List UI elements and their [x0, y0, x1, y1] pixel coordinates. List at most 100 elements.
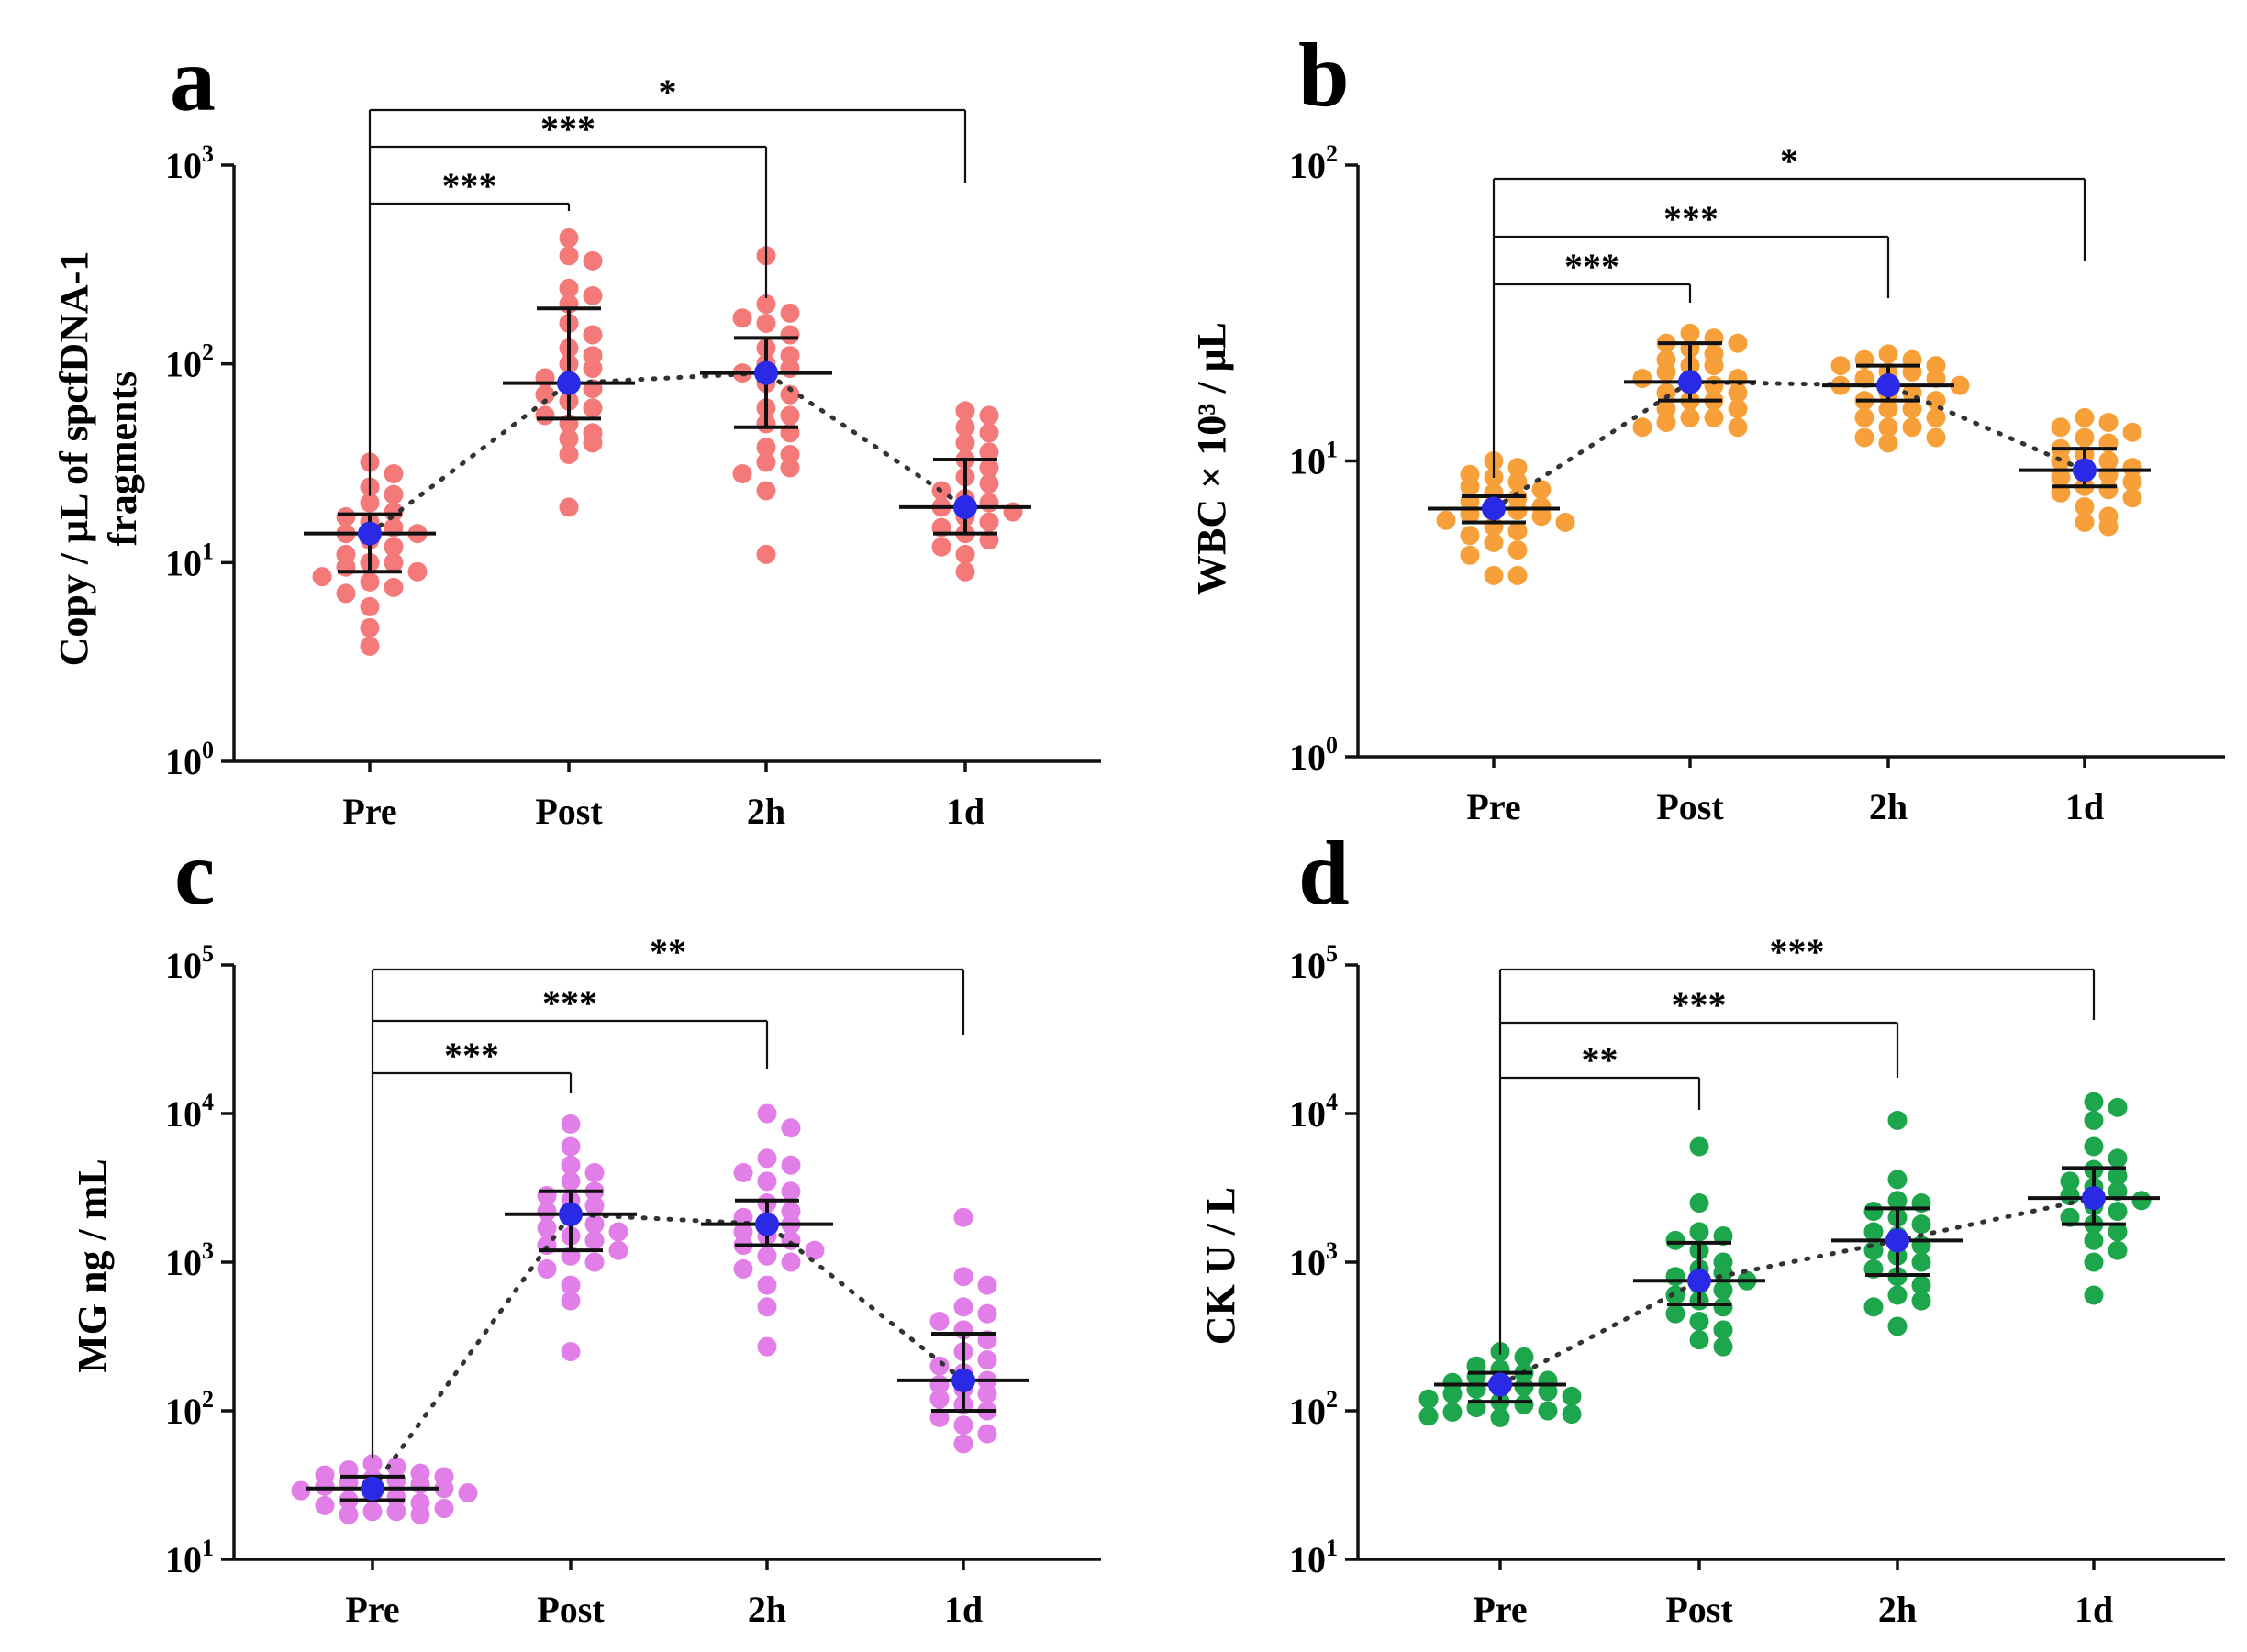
mean-point [754, 360, 778, 385]
data-point [780, 384, 800, 405]
data-point [537, 1218, 557, 1238]
x-tick-label: Post [1656, 786, 1724, 827]
data-point [1514, 1394, 1534, 1414]
mean-point [2073, 458, 2097, 482]
data-point [757, 1148, 777, 1169]
data-point [977, 1275, 997, 1295]
data-point [2108, 1222, 2128, 1242]
data-point [1887, 1285, 1908, 1305]
data-point [1878, 417, 1898, 438]
data-point [780, 458, 800, 478]
data-point [312, 567, 332, 587]
significance-label: *** [542, 982, 597, 1024]
x-tick-label: Post [535, 791, 603, 832]
x-tick-label: 2h [748, 1589, 786, 1630]
data-point [757, 1275, 777, 1295]
significance-bracket: *** [373, 982, 769, 1069]
data-point [1555, 512, 1575, 532]
data-point [781, 1155, 801, 1175]
x-tick-label: Post [537, 1589, 605, 1630]
data-point [386, 1488, 406, 1508]
mean-point [557, 371, 581, 395]
data-point [2098, 480, 2119, 500]
data-point [584, 1162, 605, 1182]
data-point [1926, 427, 1946, 448]
y-axis-label-line: CK U / L [1198, 1187, 1243, 1345]
data-point [757, 1336, 777, 1357]
data-point [336, 557, 356, 577]
data-point [2084, 1110, 2104, 1130]
data-point [979, 423, 999, 443]
mean-point [361, 1476, 384, 1501]
data-point [1507, 521, 1528, 541]
mean-point [755, 1212, 779, 1236]
data-point [756, 481, 776, 501]
data-point [1926, 369, 1946, 389]
data-point [535, 405, 555, 426]
mean-trend-line [1491, 379, 2087, 511]
panel-letter-c: c [174, 822, 215, 924]
data-point [1830, 356, 1851, 376]
data-point [336, 506, 356, 527]
data-point [781, 1181, 801, 1202]
x-tick-label: Pre [345, 1589, 399, 1630]
data-point [1704, 356, 1724, 376]
data-point [780, 405, 800, 426]
data-point [2108, 1181, 2128, 1202]
data-point [1538, 1401, 1558, 1421]
data-point [1863, 1202, 1884, 1222]
data-point [559, 497, 579, 517]
data-point [757, 1103, 777, 1124]
data-point [2084, 1285, 2104, 1305]
data-point [2098, 412, 2119, 432]
data-point [2084, 1230, 2104, 1250]
data-point [1418, 1389, 1439, 1409]
data-point [434, 1479, 454, 1499]
y-tick-label: 103 [1289, 1237, 1338, 1283]
data-point [434, 1499, 454, 1519]
significance-bracket: *** [370, 165, 571, 211]
data-point [362, 1454, 383, 1474]
data-point [583, 433, 603, 453]
data-point [1665, 1303, 1685, 1324]
data-point [1713, 1336, 1733, 1357]
data-point [1713, 1280, 1733, 1300]
data-point [1490, 1407, 1510, 1427]
data-point [384, 463, 404, 483]
mean-point [1488, 1372, 1512, 1397]
data-point [1950, 375, 1970, 395]
data-point [1728, 333, 1748, 353]
data-point [315, 1476, 335, 1496]
significance-label: *** [1672, 984, 1727, 1026]
significance-label: *** [1564, 246, 1619, 287]
data-point [386, 1502, 406, 1522]
data-point [1854, 407, 1874, 427]
data-point [780, 325, 800, 345]
data-point [2108, 1202, 2128, 1222]
y-axis-label-line: WBC × 10³ / μL [1189, 322, 1234, 595]
data-point [955, 433, 975, 453]
data-point [1926, 391, 1946, 411]
x-tick-label: Pre [342, 791, 396, 832]
data-point [1460, 545, 1480, 565]
significance-bracket: * [370, 72, 967, 183]
data-point [979, 473, 999, 493]
data-point [1689, 1222, 1709, 1242]
y-tick-label: 100 [165, 737, 214, 782]
data-point [1514, 1347, 1534, 1367]
data-point [977, 1350, 997, 1370]
significance-label: * [1780, 140, 1798, 182]
data-point [955, 544, 975, 564]
data-point [756, 438, 776, 458]
y-tick-label: 102 [1289, 140, 1338, 186]
y-axis-label-line: MG ng / mL [70, 1159, 115, 1372]
data-point [1442, 1402, 1463, 1422]
data-point [1689, 1311, 1709, 1331]
data-point [535, 384, 555, 405]
data-point [1728, 399, 1748, 419]
mean-point [559, 1202, 583, 1226]
significance-bracket: *** [1500, 984, 1899, 1078]
data-point [584, 1195, 605, 1215]
significance-label: *** [442, 165, 497, 206]
